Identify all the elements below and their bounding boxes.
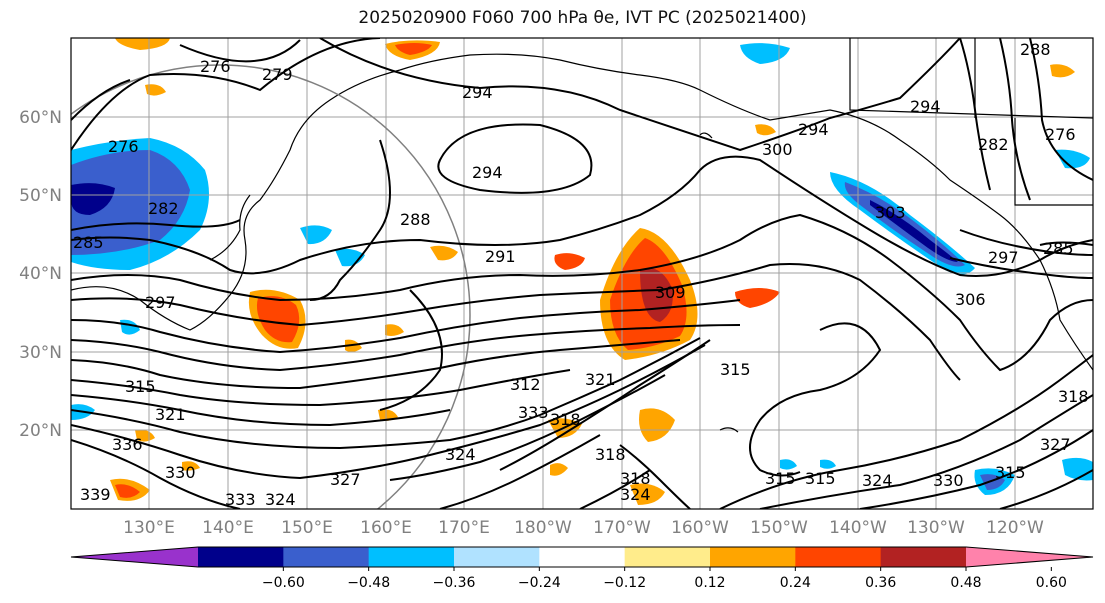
lon-label: 180°W — [514, 518, 572, 538]
colorbar-segment — [539, 547, 626, 567]
contour-label: 276 — [1045, 125, 1076, 144]
colorbar-segment — [454, 547, 540, 567]
contour-label: 327 — [330, 470, 361, 489]
contour-label: 282 — [148, 199, 179, 218]
contour-label: 294 — [462, 83, 493, 102]
theta-e-contours — [71, 38, 1093, 509]
contour-label: 324 — [265, 490, 296, 509]
colorbar-segment — [198, 547, 284, 567]
contour-label: 300 — [762, 140, 793, 159]
colorbar-tick-label: −0.12 — [603, 575, 646, 591]
contour-label: 294 — [798, 120, 829, 139]
colorbar-segment — [283, 547, 370, 567]
contour-label: 336 — [112, 435, 143, 454]
contour-label: 282 — [978, 135, 1009, 154]
colorbar-tick-label: −0.36 — [433, 575, 476, 591]
lon-label: 140°W — [829, 518, 887, 538]
domain-circle — [71, 64, 471, 509]
contour-label: 321 — [585, 370, 616, 389]
colorbar-tick-label: 0.48 — [950, 575, 981, 591]
contour-label: 291 — [485, 247, 516, 266]
lon-label: 150°W — [750, 518, 808, 538]
contour-label: 327 — [1040, 435, 1071, 454]
contour-label: 285 — [1043, 239, 1074, 258]
contour-label: 306 — [955, 290, 986, 309]
latitude-labels: 60°N 50°N 40°N 30°N 20°N — [19, 108, 62, 441]
colorbar-tick-label: 0.24 — [780, 575, 811, 591]
contour-label: 318 — [550, 410, 581, 429]
lon-label: 160°W — [671, 518, 729, 538]
colorbar: −0.60 −0.48 −0.36 −0.24 −0.12 0.12 0.24 0.36 0.4… — [70, 546, 1094, 591]
contour-label: 297 — [988, 248, 1019, 267]
contour-label: 321 — [155, 405, 186, 424]
colorbar-tick-label: 0.12 — [694, 575, 725, 591]
colorbar-tick-label: −0.60 — [262, 575, 305, 591]
graticule — [71, 38, 1093, 509]
contour-label: 318 — [595, 445, 626, 464]
contour-label: 315 — [720, 360, 751, 379]
lat-label-40n: 40°N — [19, 264, 62, 284]
colorbar-tick-label: −0.24 — [518, 575, 561, 591]
lon-label: 140°E — [202, 518, 254, 538]
contour-label: 339 — [80, 485, 111, 504]
colorbar-extend-low — [71, 547, 198, 567]
contour-label: 330 — [933, 471, 964, 490]
contour-label: 333 — [518, 403, 549, 422]
colorbar-tick-label: 0.36 — [865, 575, 896, 591]
colorbar-tick-label: −0.48 — [347, 575, 390, 591]
contour-label: 303 — [875, 203, 906, 222]
colorbar-segment — [880, 547, 967, 567]
contour-label: 288 — [400, 210, 431, 229]
lat-label-30n: 30°N — [19, 343, 62, 363]
lon-label: 170°W — [593, 518, 651, 538]
contour-label: 318 — [1058, 387, 1089, 406]
lon-label: 160°E — [360, 518, 412, 538]
contour-label: 285 — [73, 233, 104, 252]
contour-label: 315 — [125, 377, 156, 396]
contour-label: 324 — [445, 445, 476, 464]
contour-label: 294 — [910, 97, 941, 116]
contour-label: 294 — [472, 163, 503, 182]
lon-label: 170°E — [438, 518, 490, 538]
contour-label: 297 — [145, 293, 176, 312]
contour-label: 288 — [1020, 40, 1051, 59]
map-title: 2025020900 F060 700 hPa θe, IVT PC (2025… — [358, 8, 807, 28]
colorbar-tick-label: 0.60 — [1036, 575, 1067, 591]
colorbar-outline — [70, 546, 1094, 568]
contour-label: 309 — [655, 283, 686, 302]
contour-label: 315 — [995, 463, 1026, 482]
contour-label: 318 — [620, 469, 651, 488]
contour-label: 315 — [765, 469, 796, 488]
lon-label: 120°W — [986, 518, 1044, 538]
contour-label: 276 — [200, 57, 231, 76]
lat-label-20n: 20°N — [19, 421, 62, 441]
lon-label: 130°E — [123, 518, 175, 538]
colorbar-segment — [624, 547, 711, 567]
contour-label: 330 — [165, 463, 196, 482]
lon-label: 150°E — [281, 518, 333, 538]
longitude-labels: 130°E 140°E 150°E 160°E 170°E 180°W 170°… — [123, 518, 1044, 538]
colorbar-segment — [710, 547, 796, 567]
colorbar-extend-high — [966, 547, 1093, 567]
contour-labels: 276 279 294 294 294 300 294 288 282 276 … — [73, 40, 1089, 509]
map-frame — [70, 37, 1094, 510]
lat-label-50n: 50°N — [19, 186, 62, 206]
lon-label: 130°W — [907, 518, 965, 538]
contour-label: 315 — [805, 469, 836, 488]
contour-label: 324 — [620, 485, 651, 504]
contour-label: 312 — [510, 375, 541, 394]
colorbar-segment — [368, 547, 455, 567]
contour-label: 276 — [108, 137, 139, 156]
contour-label: 279 — [262, 65, 293, 84]
colorbar-segment — [795, 547, 882, 567]
contour-label: 324 — [862, 471, 893, 490]
lat-label-60n: 60°N — [19, 108, 62, 128]
contour-label: 333 — [225, 490, 256, 509]
